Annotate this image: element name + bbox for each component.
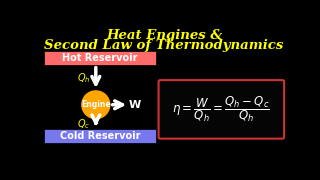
FancyBboxPatch shape (159, 80, 284, 139)
Text: Hot Reservoir: Hot Reservoir (62, 53, 138, 63)
Text: Cold Reservoir: Cold Reservoir (60, 131, 140, 141)
Text: $Q_h$: $Q_h$ (77, 71, 90, 85)
FancyBboxPatch shape (44, 51, 156, 65)
Text: Heat Engines &: Heat Engines & (106, 29, 222, 42)
FancyBboxPatch shape (44, 129, 156, 143)
Circle shape (82, 91, 110, 119)
Text: $Q_c$: $Q_c$ (77, 117, 90, 131)
Text: W: W (128, 100, 141, 110)
Text: Second Law of Thermodynamics: Second Law of Thermodynamics (44, 39, 284, 51)
Text: Engine: Engine (81, 100, 111, 109)
Text: $\eta = \dfrac{W}{Q_h} = \dfrac{Q_h - Q_c}{Q_h}$: $\eta = \dfrac{W}{Q_h} = \dfrac{Q_h - Q_… (172, 94, 270, 124)
